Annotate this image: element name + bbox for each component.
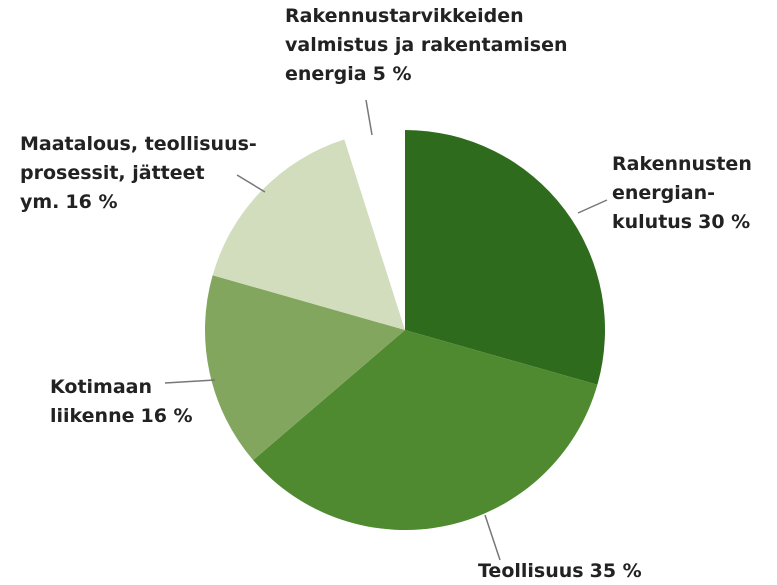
slice-label: Teollisuus bbox=[478, 560, 584, 582]
leader-line bbox=[577, 199, 608, 214]
label-line: Teollisuus bbox=[478, 560, 584, 582]
label-line: ym. bbox=[20, 191, 59, 213]
leader-line bbox=[365, 99, 373, 136]
pie-slice bbox=[344, 130, 405, 330]
label-line: valmistus ja rakentamisen bbox=[285, 34, 568, 56]
pie-slice bbox=[205, 275, 405, 461]
value-label: 35 % bbox=[590, 560, 642, 582]
label-line: energia bbox=[285, 63, 367, 85]
slice-label: Rakennustarvikkeiden valmistus ja rakenta… bbox=[285, 5, 568, 85]
value-label: 16 % bbox=[141, 405, 193, 427]
pie-slice bbox=[405, 130, 605, 385]
slice-label: Maatalous, teollisuus-prosessit, jätteet… bbox=[20, 133, 257, 213]
pie-slice bbox=[212, 139, 405, 330]
slice-label: Rakennusten energian-kulutus bbox=[612, 153, 752, 233]
label-line: Kotimaan bbox=[50, 376, 152, 398]
leader-line bbox=[484, 514, 501, 561]
value-label: 30 % bbox=[698, 211, 750, 233]
leader-line bbox=[236, 174, 266, 193]
label-line: Rakennusten bbox=[612, 153, 752, 175]
label-line: prosessit, jätteet bbox=[20, 162, 205, 184]
label-line: energian- bbox=[612, 182, 715, 204]
label-line: liikenne bbox=[50, 405, 135, 427]
label-line: kulutus bbox=[612, 211, 692, 233]
value-label: 16 % bbox=[65, 191, 117, 213]
pie-slice bbox=[253, 330, 598, 530]
slice-label: Kotimaan liikenne bbox=[50, 376, 152, 427]
leader-line bbox=[164, 379, 216, 384]
value-label: 5 % bbox=[373, 63, 412, 85]
label-line: Rakennustarvikkeiden bbox=[285, 5, 524, 27]
label-line: Maatalous, teollisuus- bbox=[20, 133, 257, 155]
